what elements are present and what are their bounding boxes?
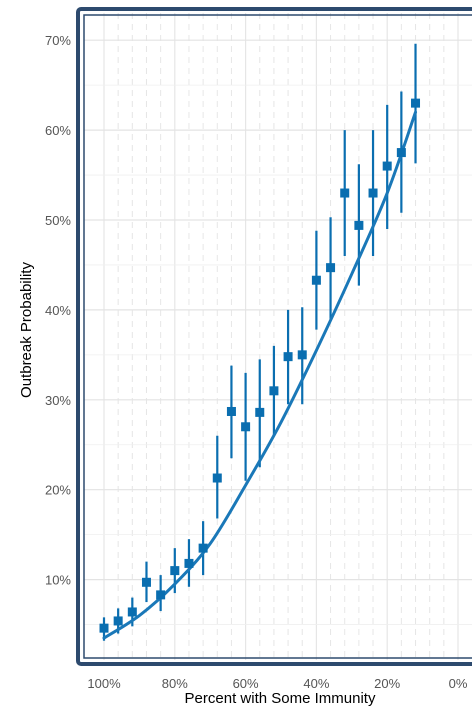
data-point: [255, 407, 265, 417]
x-tick-label: 40%: [303, 676, 329, 691]
x-tick-label: 60%: [233, 676, 259, 691]
y-tick-label: 10%: [45, 573, 71, 588]
data-point: [241, 422, 251, 432]
data-point: [198, 543, 208, 553]
frame-inner: [83, 14, 472, 659]
data-point: [212, 473, 222, 483]
y-tick-label: 60%: [45, 123, 71, 138]
data-point: [382, 161, 392, 171]
data-point: [141, 577, 151, 587]
data-point: [127, 607, 137, 617]
y-tick-label: 30%: [45, 393, 71, 408]
data-point: [411, 98, 421, 108]
data-point: [340, 188, 350, 198]
data-point: [170, 566, 180, 576]
data-point: [297, 350, 307, 360]
grid: [84, 13, 472, 660]
data-point: [99, 623, 109, 633]
data-point: [396, 148, 406, 158]
x-tick-label: 20%: [374, 676, 400, 691]
chart-frame: [76, 7, 472, 666]
data-point: [354, 220, 364, 230]
data-point: [156, 590, 166, 600]
x-axis-tick-labels: 100% 80% 60% 40% 20% 0%: [87, 676, 467, 691]
data-point: [113, 616, 123, 626]
data-point: [368, 188, 378, 198]
y-tick-label: 70%: [45, 33, 71, 48]
data-point: [326, 263, 336, 273]
y-tick-label: 40%: [45, 303, 71, 318]
data-point: [311, 275, 321, 285]
data-points: [99, 98, 421, 633]
data-point: [269, 386, 279, 396]
data-point: [184, 558, 194, 568]
y-tick-label: 20%: [45, 483, 71, 498]
x-tick-label: 100%: [87, 676, 121, 691]
x-axis-title: Percent with Some Immunity: [185, 690, 376, 707]
y-axis-title: Outbreak Probability: [18, 262, 35, 398]
frame-outer: [76, 7, 472, 666]
y-tick-label: 50%: [45, 213, 71, 228]
data-point: [226, 406, 236, 416]
x-tick-label: 0%: [449, 676, 468, 691]
x-tick-label: 80%: [162, 676, 188, 691]
data-point: [283, 352, 293, 362]
y-axis-tick-labels: 10% 20% 30% 40% 50% 60% 70%: [45, 33, 71, 587]
